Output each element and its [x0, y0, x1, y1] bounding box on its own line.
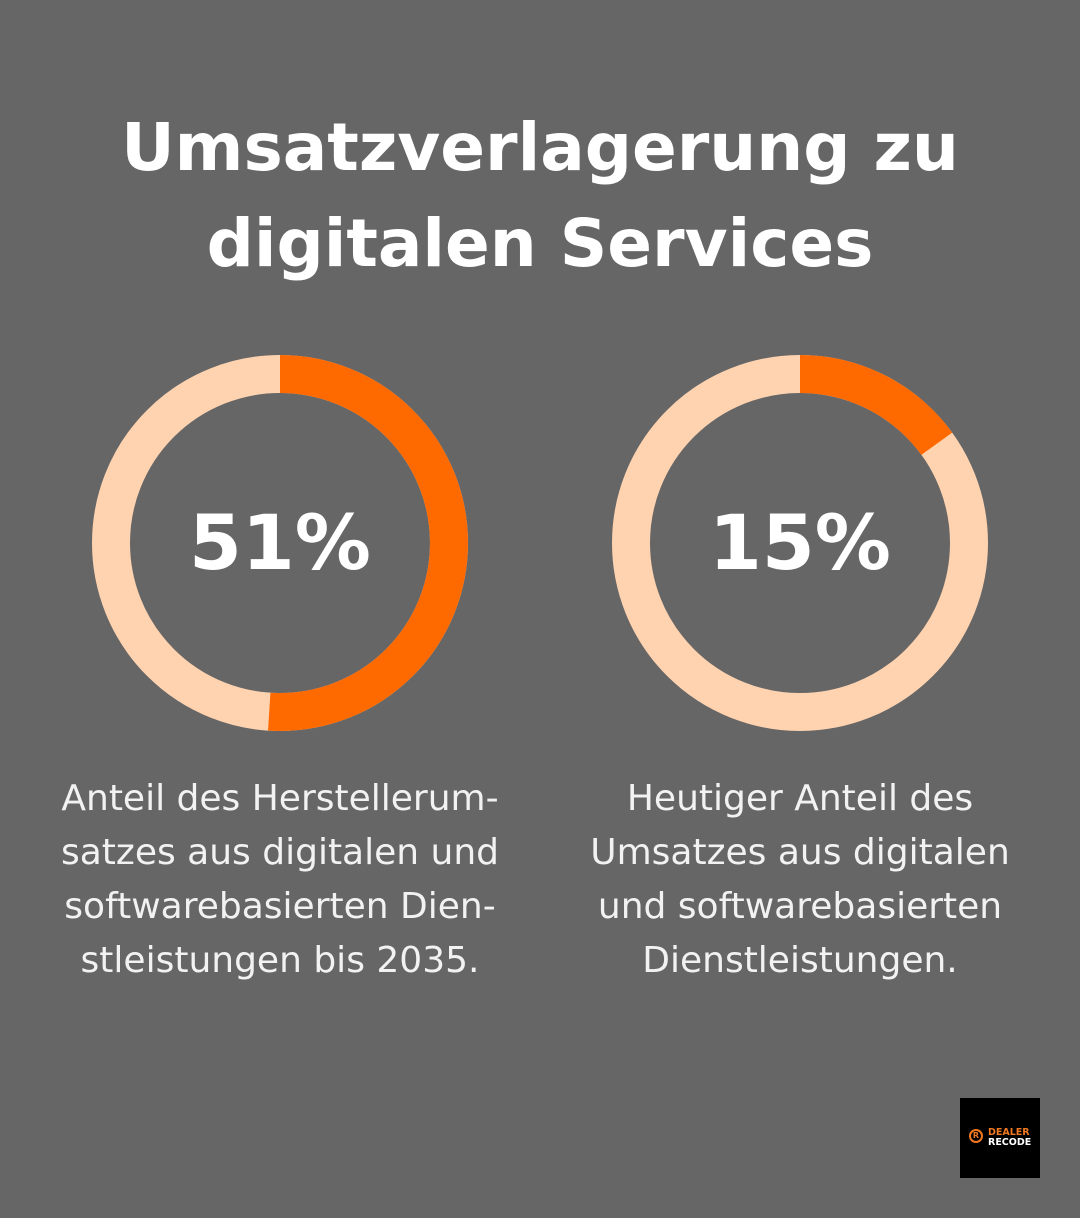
description-line: softwarebasierten Dien- [64, 886, 496, 927]
donut-svg-2 [612, 355, 988, 731]
description-line: Dienstleistungen. [642, 940, 958, 981]
title-line-1: Umsatzverlagerung zu [121, 109, 959, 186]
percent-label: 51% [189, 498, 371, 587]
logo-r-icon: R [969, 1129, 983, 1143]
donut-svg-1 [92, 355, 468, 731]
description-line: und softwarebasierten [597, 886, 1003, 927]
description-line: satzes aus digitalen und [60, 832, 500, 873]
logo-text: DEALER RECODE [988, 1128, 1031, 1148]
description-line: Umsatzes aus digitalen [590, 832, 1010, 873]
donut-value-arc [92, 355, 468, 731]
description-1: Anteil des Herstellerum- satzes aus digi… [20, 772, 540, 988]
description-line: stleistungen bis 2035. [80, 940, 480, 981]
description-line: Heutiger Anteil des [626, 778, 974, 819]
description-line: Anteil des Herstellerum- [61, 778, 499, 819]
description-2: Heutiger Anteil des Umsatzes aus digital… [540, 772, 1060, 988]
page-title: Umsatzverlagerung zu digitalen Services [0, 100, 1080, 292]
percent-label: 15% [709, 498, 891, 587]
logo-line-2: RECODE [988, 1137, 1032, 1148]
donut-chart-1: 51% [92, 355, 468, 731]
logo-line-1: DEALER [988, 1127, 1030, 1138]
donut-chart-2: 15% [612, 355, 988, 731]
title-line-2: digitalen Services [206, 205, 874, 282]
donut-value-arc [612, 355, 988, 731]
dealer-recode-logo: R DEALER RECODE [960, 1098, 1040, 1178]
